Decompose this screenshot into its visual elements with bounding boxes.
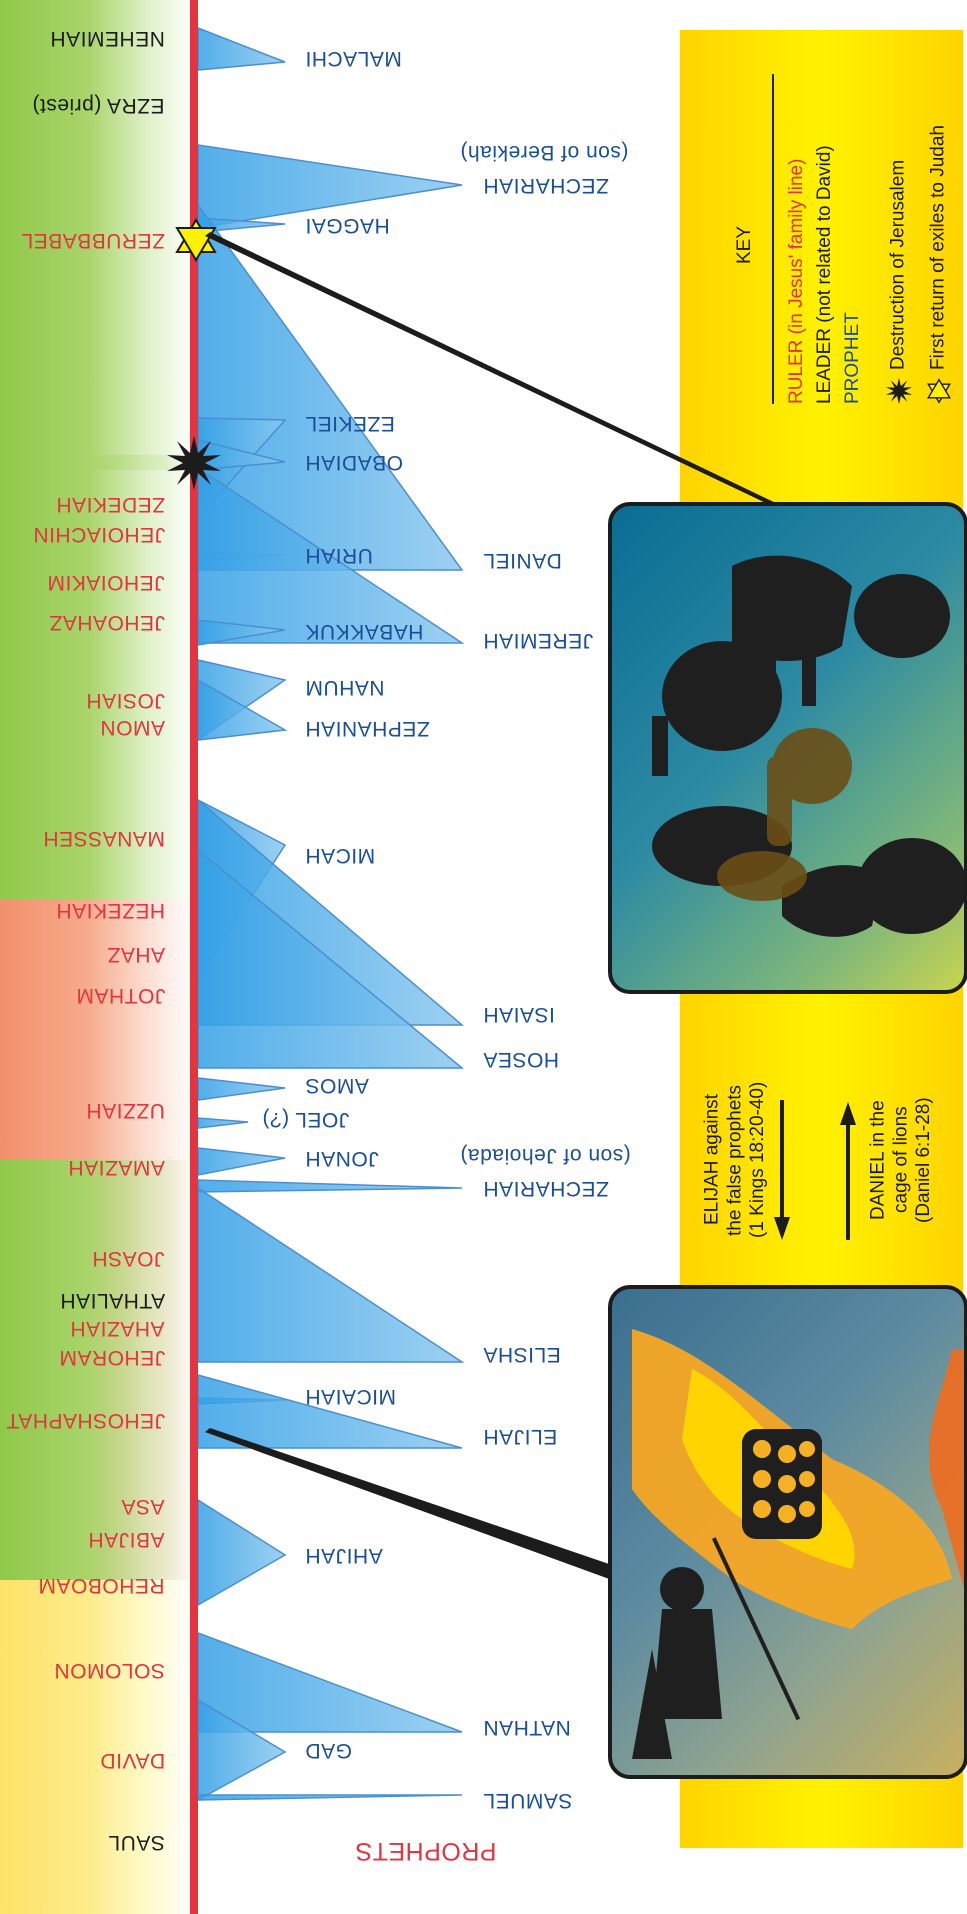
triangle-jonah	[197, 1147, 286, 1176]
era-band-persian	[0, 0, 195, 470]
lions-silhouette-icon	[652, 555, 964, 937]
arrow-down-icon	[840, 1102, 856, 1240]
star-of-david-icon	[926, 378, 952, 404]
triangle-ahijah	[197, 1498, 287, 1607]
triangle-amos	[197, 1077, 286, 1101]
star-burst-icon	[886, 378, 912, 404]
triangle-zechariah-jehoiada	[197, 1179, 463, 1193]
triangle-malachi	[197, 26, 286, 71]
timeline-spine	[190, 0, 198, 1914]
triangle-zechariah-berekiah	[197, 144, 463, 229]
triangle-joel	[197, 1117, 249, 1129]
illustration-daniel-lions	[608, 502, 967, 994]
triangle-gad	[197, 1698, 287, 1802]
triangle-nathan	[197, 1631, 463, 1733]
key-destruction-row: Destruction of Jerusalem	[886, 104, 912, 404]
era-band-judah-late	[0, 455, 195, 900]
triangle-elijah	[197, 1374, 463, 1449]
connector-elijah	[205, 1428, 612, 1580]
triangle-jeremiah	[197, 466, 465, 644]
star-burst-icon	[167, 436, 221, 490]
caption-block: DANIEL in the cage of lions (Daniel 6:1-28…	[690, 1040, 940, 1280]
triangle-habakkuk	[197, 619, 286, 646]
illustration-elijah-fire	[608, 1285, 967, 1779]
era-band-divided-green	[0, 1160, 195, 1580]
connector-daniel	[205, 232, 780, 505]
key-legend: First return of exiles to Judah Destruct…	[690, 40, 960, 410]
key-return-row: First return of exiles to Judah	[926, 104, 952, 404]
triangle-zephaniah	[197, 678, 288, 741]
triangle-hosea	[197, 848, 465, 1069]
arrow-up-icon	[774, 1100, 790, 1240]
triangle-samuel	[197, 1794, 463, 1801]
triangle-elisha	[197, 1186, 465, 1363]
fire-altar-icon	[632, 1329, 964, 1759]
era-band-united	[0, 1580, 195, 1914]
